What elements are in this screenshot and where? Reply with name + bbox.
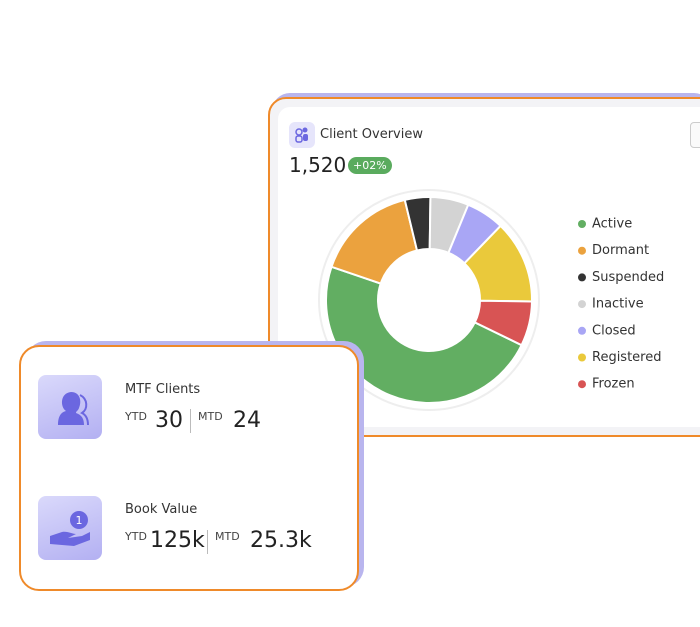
ytd-value: 30 — [155, 408, 183, 433]
legend-swatch — [578, 273, 586, 282]
separator — [190, 409, 191, 433]
svg-text:1: 1 — [76, 514, 83, 527]
legend-swatch — [578, 300, 586, 309]
legend-label: Frozen — [592, 377, 635, 392]
mtd-value: 25.3k — [250, 528, 312, 553]
overview-change: +02% — [348, 157, 392, 174]
legend-label: Active — [592, 217, 632, 232]
overview-total: 1,520 — [289, 153, 347, 177]
donut-segment — [473, 299, 534, 347]
donut-segment — [330, 198, 419, 285]
overview-icon — [289, 122, 315, 148]
mtd-value: 24 — [233, 408, 261, 433]
ytd-value: 125k — [150, 528, 205, 553]
mtf-icon — [38, 375, 102, 439]
legend-label: Inactive — [592, 297, 644, 312]
legend-swatch — [578, 326, 586, 335]
ytd-label: YTD — [125, 410, 147, 423]
ytd-label: YTD — [125, 530, 147, 543]
donut-segment — [325, 265, 523, 404]
legend-swatch — [578, 380, 586, 389]
legend-label: Closed — [592, 323, 636, 338]
legend-swatch — [578, 353, 586, 362]
donut-track — [318, 189, 540, 411]
legend-label: Dormant — [592, 243, 649, 258]
separator — [207, 530, 208, 554]
legend-swatch — [578, 220, 586, 228]
overview-title: Client Overview — [320, 127, 423, 142]
icon-glyph — [58, 392, 89, 426]
card-title: MTF Clients — [125, 382, 201, 397]
book-icon: 1 — [38, 496, 102, 560]
legend-swatch — [578, 246, 586, 255]
mtd-label: MTD — [198, 410, 223, 423]
mtd-label: MTD — [215, 530, 240, 543]
icon-glyph — [295, 127, 308, 143]
legend-label: Suspended — [592, 270, 664, 285]
legend-label: Registered — [592, 350, 662, 365]
card-title: Book Value — [125, 502, 198, 517]
menu-button[interactable] — [690, 122, 700, 148]
icon-glyph: 1 — [50, 511, 90, 546]
